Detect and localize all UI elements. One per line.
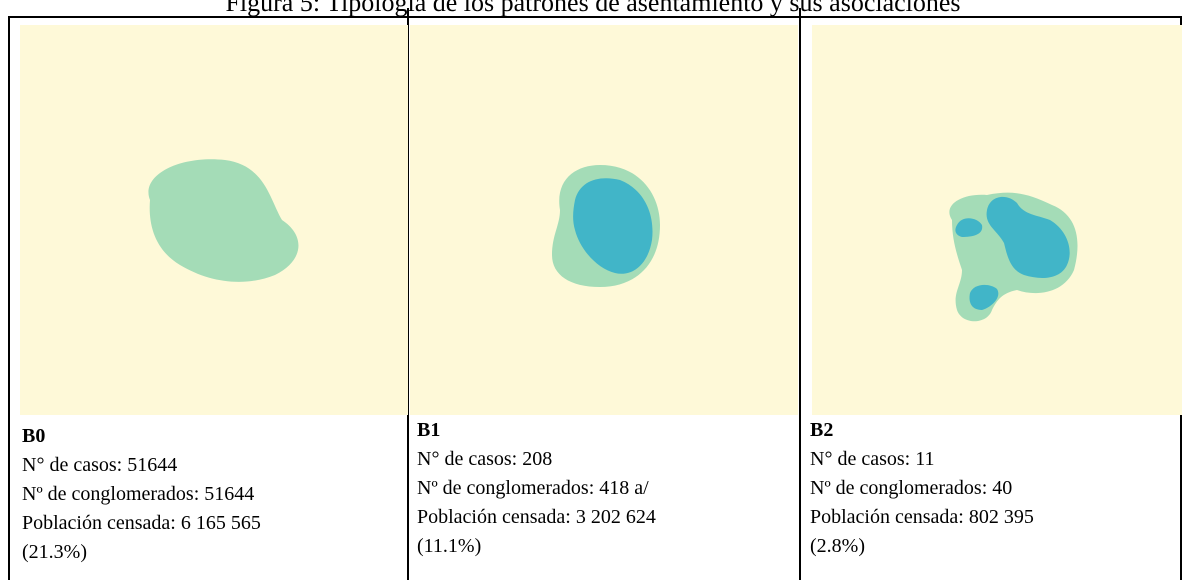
panel-label: B0 xyxy=(22,425,46,447)
panel-image xyxy=(812,25,1182,415)
caption-line: Población censada: 6 165 565 xyxy=(22,512,261,534)
caption-line: N° de casos: 51644 xyxy=(22,454,178,476)
table-border xyxy=(8,16,10,580)
column-divider xyxy=(407,8,409,580)
caption-line: Nº de conglomerados: 51644 xyxy=(22,483,255,505)
panel-label: B1 xyxy=(417,419,441,441)
panel-caption: B2 N° de casos: 11 Nº de conglomerados: … xyxy=(810,416,1034,561)
caption-line: Nº de conglomerados: 40 xyxy=(810,477,1013,499)
panel-image xyxy=(20,25,408,415)
table-border xyxy=(8,16,1180,18)
caption-line: Nº de conglomerados: 418 a/ xyxy=(417,477,649,499)
panel-label: B2 xyxy=(810,419,834,441)
column-divider xyxy=(799,8,801,580)
caption-line: (2.8%) xyxy=(810,535,865,557)
caption-line: (21.3%) xyxy=(22,541,87,563)
caption-line: N° de casos: 11 xyxy=(810,448,935,470)
caption-line: (11.1%) xyxy=(417,535,482,557)
caption-line: N° de casos: 208 xyxy=(417,448,553,470)
caption-line: Población censada: 802 395 xyxy=(810,506,1034,528)
figure-title: Figura 5: Tipología de los patrones de a… xyxy=(225,0,961,17)
panel-image xyxy=(410,25,798,415)
panel-caption: B1 N° de casos: 208 Nº de conglomerados:… xyxy=(417,416,656,561)
panel-caption: B0 N° de casos: 51644 Nº de conglomerado… xyxy=(22,422,261,567)
caption-line: Población censada: 3 202 624 xyxy=(417,506,656,528)
